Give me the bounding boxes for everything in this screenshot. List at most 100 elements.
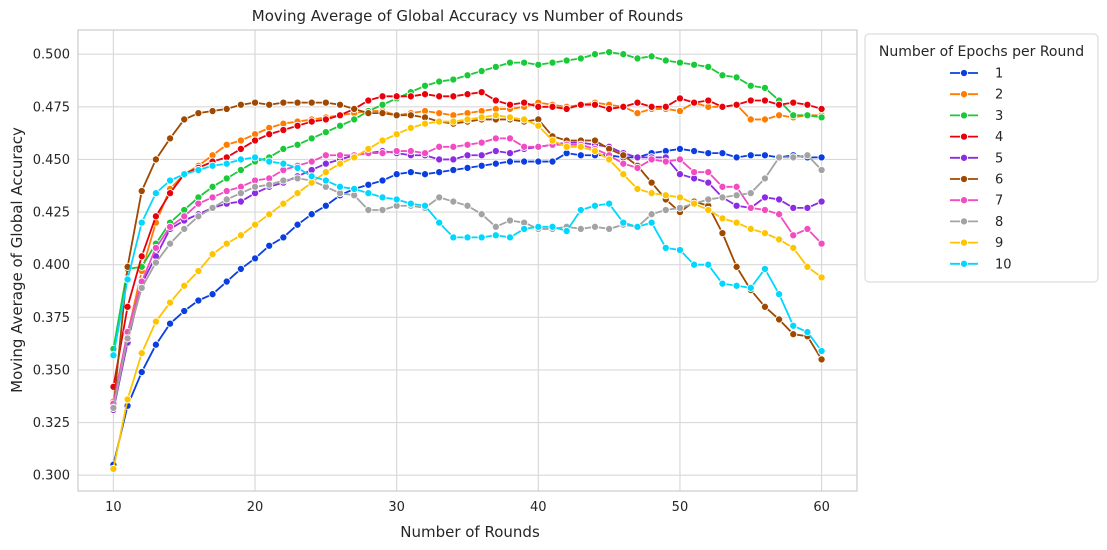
plot-background	[78, 30, 857, 491]
data-point	[746, 283, 755, 292]
data-point	[222, 104, 231, 113]
data-point	[661, 243, 670, 252]
legend-marker	[959, 153, 969, 162]
data-point	[775, 111, 784, 120]
data-point	[775, 235, 784, 244]
data-point	[562, 142, 571, 151]
data-point	[137, 368, 146, 377]
data-point	[378, 136, 387, 145]
data-point	[619, 151, 628, 160]
data-point	[732, 100, 741, 109]
data-point	[789, 243, 798, 252]
data-point	[690, 60, 699, 69]
data-point	[364, 189, 373, 198]
data-point	[704, 96, 713, 105]
data-point	[746, 115, 755, 124]
data-point	[378, 205, 387, 215]
data-point	[208, 106, 217, 116]
data-point	[463, 90, 472, 99]
data-point	[633, 163, 642, 172]
data-point	[194, 199, 203, 208]
data-point	[222, 159, 231, 168]
data-point	[208, 193, 217, 202]
data-point	[803, 262, 812, 271]
data-point	[378, 100, 387, 109]
legend-label: 8	[995, 215, 1003, 230]
data-point	[590, 201, 600, 210]
data-point	[590, 100, 600, 109]
legend-label: 4	[995, 130, 1003, 145]
data-point	[491, 146, 500, 156]
data-point	[293, 189, 302, 198]
data-point	[321, 151, 330, 160]
data-point	[817, 153, 826, 162]
data-point	[420, 201, 430, 210]
data-point	[633, 98, 642, 107]
legend-item-2: 2	[950, 88, 1003, 103]
legend-marker	[959, 111, 969, 120]
data-point	[463, 71, 472, 80]
data-point	[279, 98, 288, 107]
data-point	[803, 151, 812, 160]
data-point	[477, 88, 486, 97]
data-point	[236, 189, 245, 198]
data-point	[718, 149, 727, 158]
data-point	[746, 96, 755, 105]
data-point	[151, 212, 160, 221]
data-point	[123, 395, 132, 404]
data-point	[463, 115, 472, 124]
data-point	[293, 98, 302, 107]
data-point	[590, 136, 600, 145]
data-point	[661, 205, 670, 215]
x-tick-label: 30	[388, 500, 405, 515]
data-point	[505, 100, 515, 109]
data-point	[208, 182, 217, 191]
legend-marker	[959, 259, 969, 268]
data-point	[307, 134, 316, 143]
data-point	[350, 184, 359, 193]
legend-item-1: 1	[950, 67, 1003, 82]
legend-marker	[959, 196, 969, 205]
data-point	[137, 218, 146, 227]
y-tick-label: 0.475	[33, 100, 70, 115]
data-point	[477, 138, 486, 147]
data-point	[293, 220, 302, 229]
data-point	[265, 157, 274, 166]
data-point	[364, 144, 373, 153]
data-point	[619, 218, 628, 227]
data-point	[760, 115, 769, 124]
data-point	[449, 117, 458, 126]
data-point	[605, 104, 614, 113]
data-point	[491, 159, 500, 168]
data-point	[661, 56, 670, 65]
legend-item-4: 4	[950, 130, 1003, 145]
data-point	[661, 191, 670, 200]
data-point	[208, 250, 217, 259]
data-point	[520, 98, 529, 107]
legend-marker	[959, 90, 969, 99]
data-point	[279, 176, 288, 185]
y-tick-label: 0.325	[33, 416, 70, 431]
y-tick-label: 0.350	[33, 363, 70, 378]
data-point	[449, 233, 458, 242]
data-point	[109, 351, 118, 360]
legend-items: 1 2 3 4 5 6 7 8 9 10	[950, 67, 1012, 272]
data-point	[166, 239, 175, 248]
data-point	[180, 212, 189, 221]
data-point	[378, 193, 387, 202]
data-point	[718, 71, 727, 80]
data-point	[335, 121, 345, 130]
data-point	[236, 264, 245, 273]
data-point	[137, 252, 146, 261]
data-point	[449, 165, 458, 175]
data-point	[491, 111, 500, 120]
data-point	[180, 170, 189, 179]
data-point	[817, 197, 826, 206]
data-point	[335, 111, 345, 120]
data-point	[435, 77, 444, 86]
legend-marker	[959, 238, 969, 247]
data-point	[803, 328, 812, 337]
data-point	[704, 260, 713, 269]
legend-marker	[959, 174, 969, 184]
data-point	[151, 243, 160, 252]
